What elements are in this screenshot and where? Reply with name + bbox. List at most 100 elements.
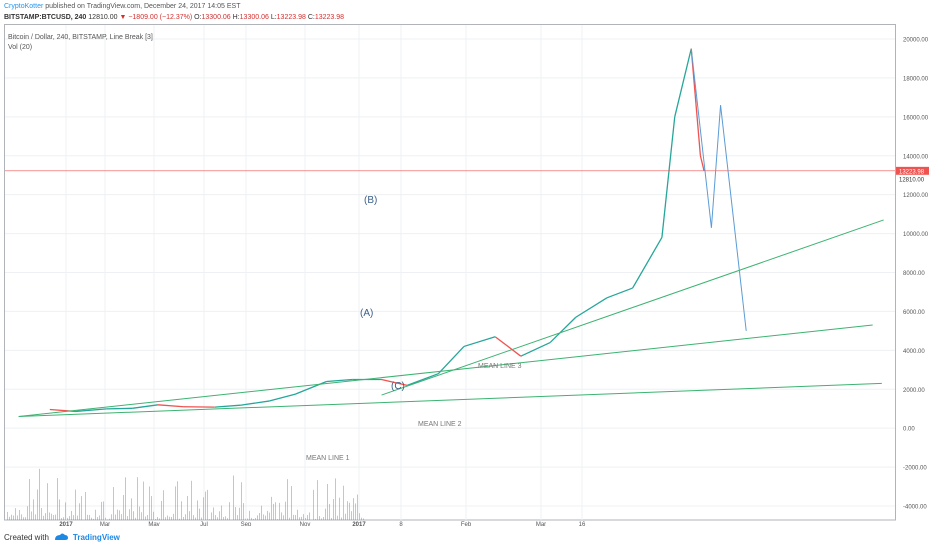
volume-bar (317, 480, 318, 520)
mean-line-label: MEAN LINE 1 (306, 455, 350, 462)
volume-bar (351, 511, 352, 520)
low-label: L: (270, 14, 277, 21)
volume-bar (275, 502, 276, 520)
volume-bar (271, 496, 272, 520)
volume-bar (209, 519, 210, 520)
mean-line[interactable] (381, 219, 884, 396)
volume-bar (75, 489, 76, 520)
volume-bar (249, 510, 250, 520)
volume-bar (35, 514, 36, 520)
volume-bar (357, 494, 358, 520)
volume-bar (277, 519, 278, 520)
y-tick-label: -4000.00 (903, 505, 927, 511)
volume-bar (57, 478, 58, 520)
volume-bar (121, 514, 122, 520)
volume-bar (117, 509, 118, 520)
volume-bar (189, 511, 190, 520)
mean-line[interactable] (18, 324, 873, 417)
volume-bar (215, 515, 216, 520)
volume-bar (335, 478, 336, 520)
volume-bar (323, 516, 324, 520)
series-legend[interactable]: Bitcoin / Dollar, 240, BITSTAMP, Line Br… (8, 34, 153, 41)
volume-bar (103, 501, 104, 520)
price-segment (214, 404, 241, 408)
volume-bar (85, 492, 86, 520)
volume-bar (153, 511, 154, 520)
y-tick-label: 10000.00 (903, 232, 929, 238)
y-tick-label: 18000.00 (903, 76, 929, 82)
x-tick-label: May (148, 522, 159, 526)
volume-bar (331, 517, 332, 520)
wave-segment[interactable] (720, 105, 747, 331)
volume-bar (201, 517, 202, 520)
volume-bar (151, 496, 152, 520)
volume-bar (159, 518, 160, 520)
volume-bar (167, 515, 168, 520)
author-link[interactable]: CryptoKotter (4, 3, 44, 10)
volume-bar (183, 517, 184, 520)
volume-bar (329, 503, 330, 520)
volume-bar (353, 498, 354, 520)
wave-label: (A) (360, 308, 373, 319)
volume-bar (69, 516, 70, 520)
volume-bar (199, 508, 200, 520)
volume-bar (265, 515, 266, 520)
volume-bar (205, 491, 206, 520)
x-tick-label: Jul (200, 522, 208, 526)
volume-bar (235, 507, 236, 520)
close-label: C: (307, 14, 315, 21)
volume-bar (219, 511, 220, 520)
mean-line[interactable] (18, 382, 882, 417)
price-segment (661, 116, 676, 238)
volume-bar (361, 517, 362, 520)
price-chart[interactable]: 20000.00 18000.00 16000.00 14000.00 12000.00… (4, 24, 930, 528)
volume-legend[interactable]: Vol (20) (8, 44, 33, 51)
mean-line-label: MEAN LINE 2 (418, 421, 462, 428)
volume-bar (207, 489, 208, 520)
volume-bar (47, 483, 48, 520)
x-tick-label: 2017 (352, 522, 366, 526)
volume-bar (61, 518, 62, 520)
y-tick-label: 6000.00 (903, 310, 925, 316)
chart-area[interactable]: 20000.00 18000.00 16000.00 14000.00 12000.00… (4, 24, 930, 528)
volume-bar (299, 517, 300, 520)
volume-bar (225, 516, 226, 520)
volume-bar (297, 509, 298, 520)
volume-bar (321, 518, 322, 520)
volume-bar (97, 517, 98, 520)
volume-bar (295, 515, 296, 520)
volume-bar (9, 516, 10, 520)
y-tick-label: 8000.00 (903, 271, 925, 277)
footer: Created with TradingView (4, 532, 120, 542)
volume-bar (95, 509, 96, 520)
wave-segment[interactable] (690, 48, 712, 228)
y-tick-label: -2000.00 (903, 466, 927, 472)
high-value: 13300.06 (239, 14, 269, 21)
wave-segment[interactable] (710, 105, 722, 228)
volume-bar (41, 508, 42, 520)
volume-bar (289, 517, 290, 520)
volume-bar (27, 506, 28, 520)
volume-bar (203, 497, 204, 520)
volume-bar (251, 517, 252, 520)
price-segment (132, 404, 159, 409)
close-value: 13223.98 (314, 14, 345, 21)
price-segment (632, 237, 663, 289)
volume-bar (293, 514, 294, 520)
price-segment (674, 48, 692, 117)
volume-bar (309, 512, 310, 520)
volume-bar (227, 518, 228, 520)
volume-bar (133, 511, 134, 520)
volume-bar (39, 468, 40, 520)
volume-bar (23, 517, 24, 520)
volume-bar (195, 517, 196, 520)
volume-bar (89, 514, 90, 520)
volume-bar (71, 510, 72, 520)
tradingview-link[interactable]: TradingView (72, 532, 120, 542)
price-segment (699, 155, 705, 172)
x-tick-label: 16 (579, 522, 586, 526)
volume-bar (233, 475, 234, 520)
price-segment (269, 393, 296, 402)
volume-bar (77, 515, 78, 520)
volume-bar (79, 503, 80, 520)
